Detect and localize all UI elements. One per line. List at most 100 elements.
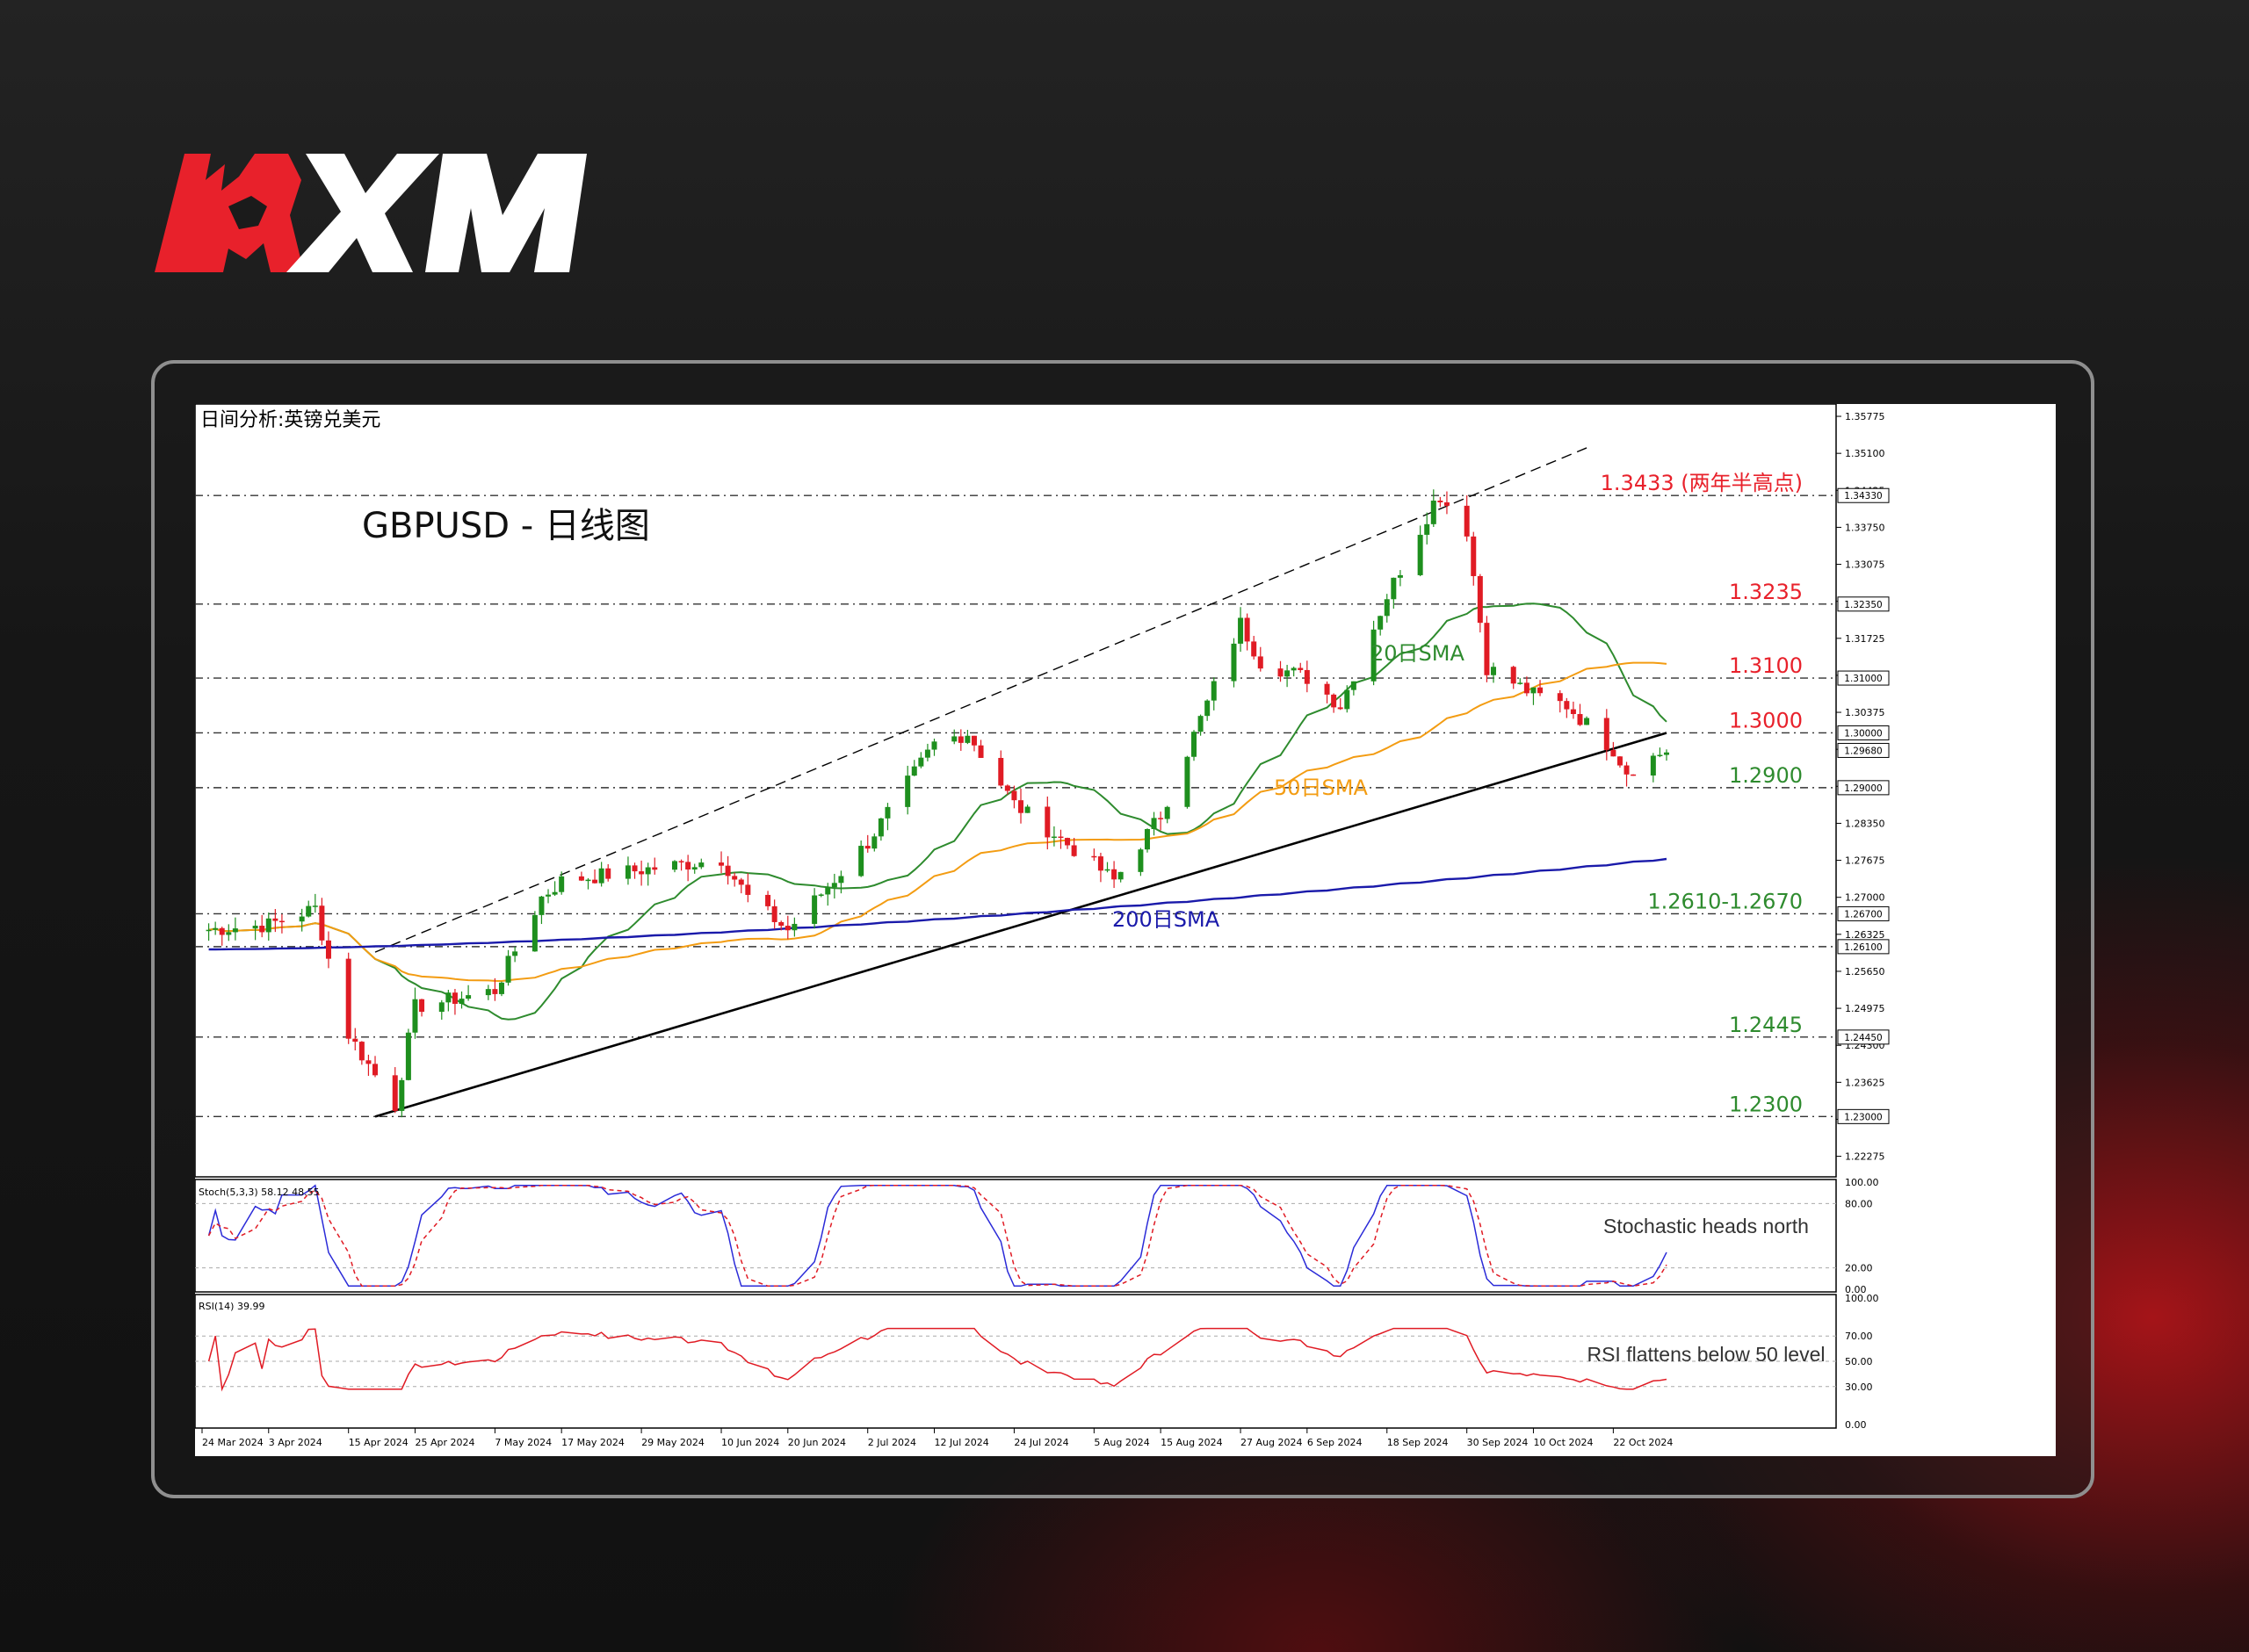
candle-body	[645, 867, 651, 875]
candle-body	[931, 741, 937, 750]
candle-body	[1045, 806, 1051, 838]
date-tick-label: 10 Oct 2024	[1533, 1437, 1593, 1448]
price-badge	[1837, 725, 1890, 740]
price-badge-label: 1.29000	[1844, 783, 1882, 794]
candle-body	[958, 736, 964, 743]
candle-body	[226, 932, 232, 935]
candle-body	[1158, 818, 1164, 819]
candle-body	[605, 868, 611, 879]
price-badge	[1837, 742, 1890, 758]
price-badge-label: 1.24450	[1844, 1033, 1882, 1043]
candle-body	[1557, 693, 1563, 702]
candle-body	[592, 879, 598, 884]
date-tick-label: 7 May 2024	[495, 1437, 552, 1448]
candle-body	[1430, 501, 1436, 524]
date-tick-label: 20 Jun 2024	[788, 1437, 846, 1448]
xm-lettering	[286, 154, 587, 272]
price-tick-label: 1.25650	[1845, 966, 1885, 977]
price-tick-label: 1.24975	[1845, 1003, 1885, 1014]
candle-body	[1584, 718, 1590, 725]
candle-body	[738, 879, 744, 885]
candle-body	[864, 846, 871, 849]
candle-body	[485, 989, 491, 996]
date-tick-label: 10 Jun 2024	[721, 1437, 779, 1448]
candle-body	[1397, 574, 1403, 578]
price-badge-label: 1.30000	[1844, 728, 1882, 739]
candle-body	[1657, 754, 1663, 757]
candle-body	[252, 926, 258, 929]
candle-body	[438, 1002, 445, 1013]
candle-body	[1204, 700, 1211, 717]
price-badge-label: 1.26700	[1844, 909, 1882, 920]
candle-body	[965, 735, 971, 743]
price-badge-label: 1.31000	[1844, 674, 1882, 684]
candle-body	[1471, 536, 1477, 576]
candle-body	[918, 757, 924, 767]
candle-body	[911, 766, 917, 776]
candle-body	[1091, 855, 1097, 858]
candle-body	[1537, 687, 1544, 694]
candle-body	[905, 776, 911, 807]
candle-body	[1251, 641, 1257, 657]
candle-body	[858, 846, 864, 876]
date-tick-label: 27 Aug 2024	[1240, 1437, 1302, 1448]
candle-body	[1324, 683, 1330, 695]
price-badge	[1837, 1108, 1890, 1124]
price-badge	[1837, 939, 1890, 955]
candle-body	[1144, 828, 1150, 850]
candle-body	[1011, 790, 1017, 801]
candle-body	[1610, 749, 1616, 757]
price-tick-label: 1.33075	[1845, 559, 1885, 571]
stoch-plot-frame	[195, 1179, 1837, 1293]
candle-body	[998, 757, 1004, 786]
price-badge	[1837, 780, 1890, 796]
candle-body	[278, 920, 285, 923]
candle-body	[1231, 643, 1237, 682]
candle-body	[1151, 818, 1157, 829]
candle-body	[1065, 838, 1071, 846]
sma200-line	[208, 857, 1667, 951]
candle-body	[1437, 501, 1443, 502]
candle-body	[971, 735, 977, 746]
candle-body	[1417, 534, 1423, 575]
candle-body	[1097, 856, 1103, 871]
candle-body	[459, 999, 465, 1004]
level-label: 1.3100	[1729, 653, 1803, 678]
candle-body	[1298, 667, 1304, 670]
candle-body	[1391, 577, 1397, 600]
candle-body	[1484, 623, 1490, 675]
candle-body	[924, 749, 930, 758]
date-tick-label: 29 May 2024	[641, 1437, 705, 1448]
level-label: 1.2445	[1729, 1013, 1803, 1037]
candle-body	[1650, 755, 1656, 776]
candle-body	[812, 895, 818, 924]
candle-body	[771, 905, 777, 922]
candle-body	[1004, 785, 1010, 791]
candle-body	[825, 887, 831, 895]
candle-body	[792, 923, 798, 931]
level-label: 1.2300	[1729, 1092, 1803, 1116]
candle-body	[232, 928, 238, 933]
osc-tick-label: 100.00	[1845, 1177, 1879, 1188]
candle-body	[492, 989, 498, 994]
candle-body	[598, 868, 604, 884]
date-tick-label: 6 Sep 2024	[1307, 1437, 1363, 1448]
candle-body	[878, 818, 884, 837]
candle-body	[419, 999, 425, 1013]
candle-body	[1477, 575, 1483, 624]
candle-body	[512, 951, 518, 956]
candle-body	[1191, 732, 1197, 757]
candle-body	[1510, 667, 1516, 684]
candle-body	[325, 940, 331, 959]
stochastic-panel: 100.00 80.00 20.00 0.00	[195, 1177, 1879, 1295]
rsi-annotation: RSI flattens below 50 level	[1587, 1343, 1825, 1366]
date-tick-label: 24 Jul 2024	[1014, 1437, 1068, 1448]
candle-body	[1378, 616, 1384, 630]
candle-body	[765, 894, 771, 906]
level-label: 1.2900	[1729, 763, 1803, 788]
level-labels: 1.3433 (两年半高点) 1.3235 1.3100 1.3000 1.2900 1.…	[1601, 471, 1803, 1116]
candle-body	[745, 884, 751, 895]
candle-body	[259, 926, 265, 933]
candle-body	[1344, 689, 1350, 710]
sma50-line	[208, 661, 1667, 983]
